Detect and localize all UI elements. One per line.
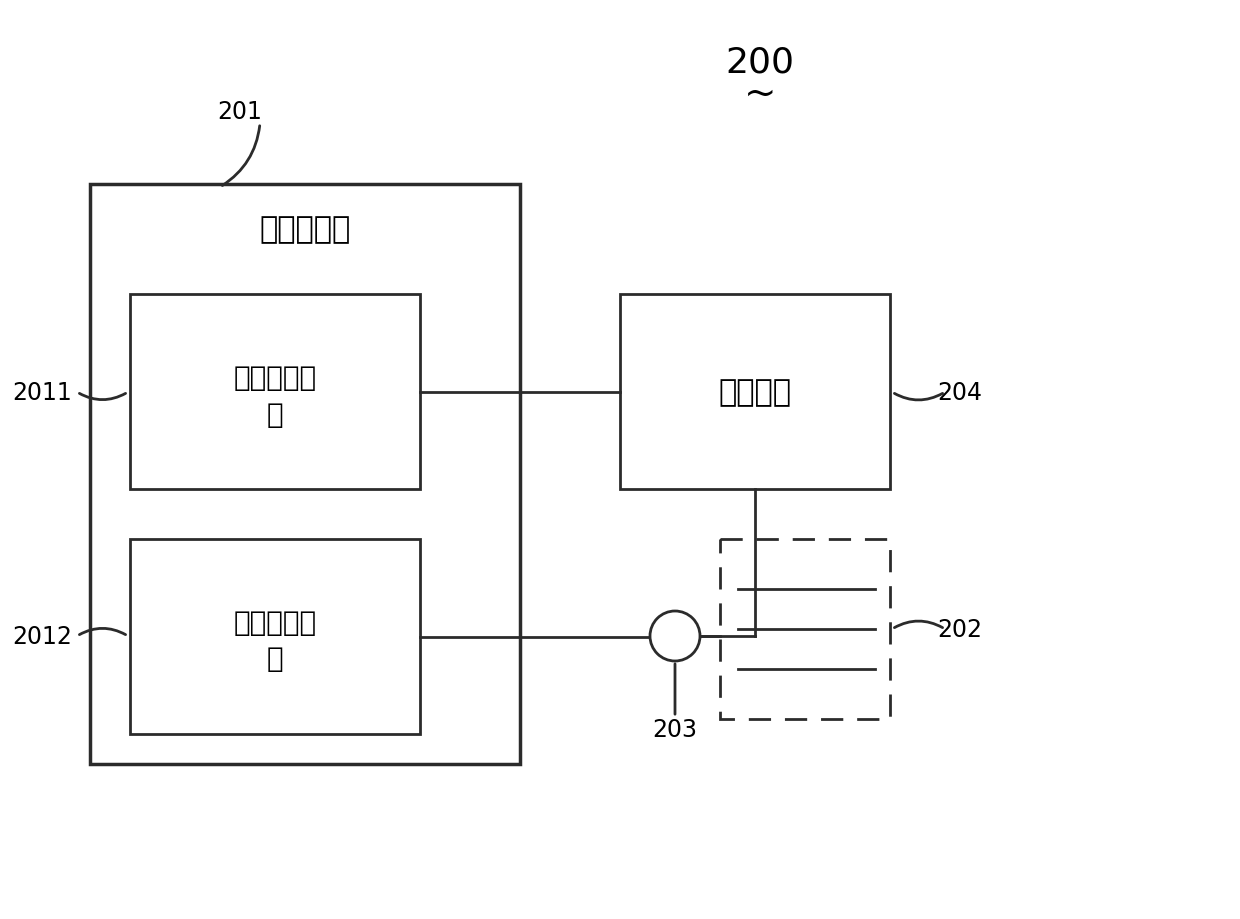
Bar: [130, 539, 420, 734]
FancyArrowPatch shape: [894, 394, 942, 401]
FancyArrowPatch shape: [79, 629, 125, 635]
Text: 2011: 2011: [12, 380, 72, 404]
Text: 检测模块: 检测模块: [718, 378, 791, 406]
Text: 204: 204: [937, 380, 982, 404]
Text: 脚: 脚: [267, 645, 283, 673]
Text: 信号检测引: 信号检测引: [233, 363, 316, 391]
FancyArrowPatch shape: [894, 621, 942, 628]
FancyArrowPatch shape: [222, 127, 259, 187]
Text: ~: ~: [744, 75, 776, 112]
Bar: [720, 539, 890, 720]
Bar: [130, 295, 420, 490]
Text: 203: 203: [652, 717, 697, 742]
Bar: [620, 295, 890, 490]
Text: 设备端接口: 设备端接口: [259, 215, 351, 244]
Text: 202: 202: [937, 618, 982, 641]
Circle shape: [650, 611, 701, 662]
FancyArrowPatch shape: [79, 394, 125, 400]
Text: 2012: 2012: [12, 624, 72, 648]
Bar: [91, 185, 520, 765]
Text: 脚: 脚: [267, 400, 283, 428]
Text: 200: 200: [725, 45, 795, 79]
Text: 信号传输引: 信号传输引: [233, 607, 316, 636]
Text: 201: 201: [217, 100, 263, 124]
